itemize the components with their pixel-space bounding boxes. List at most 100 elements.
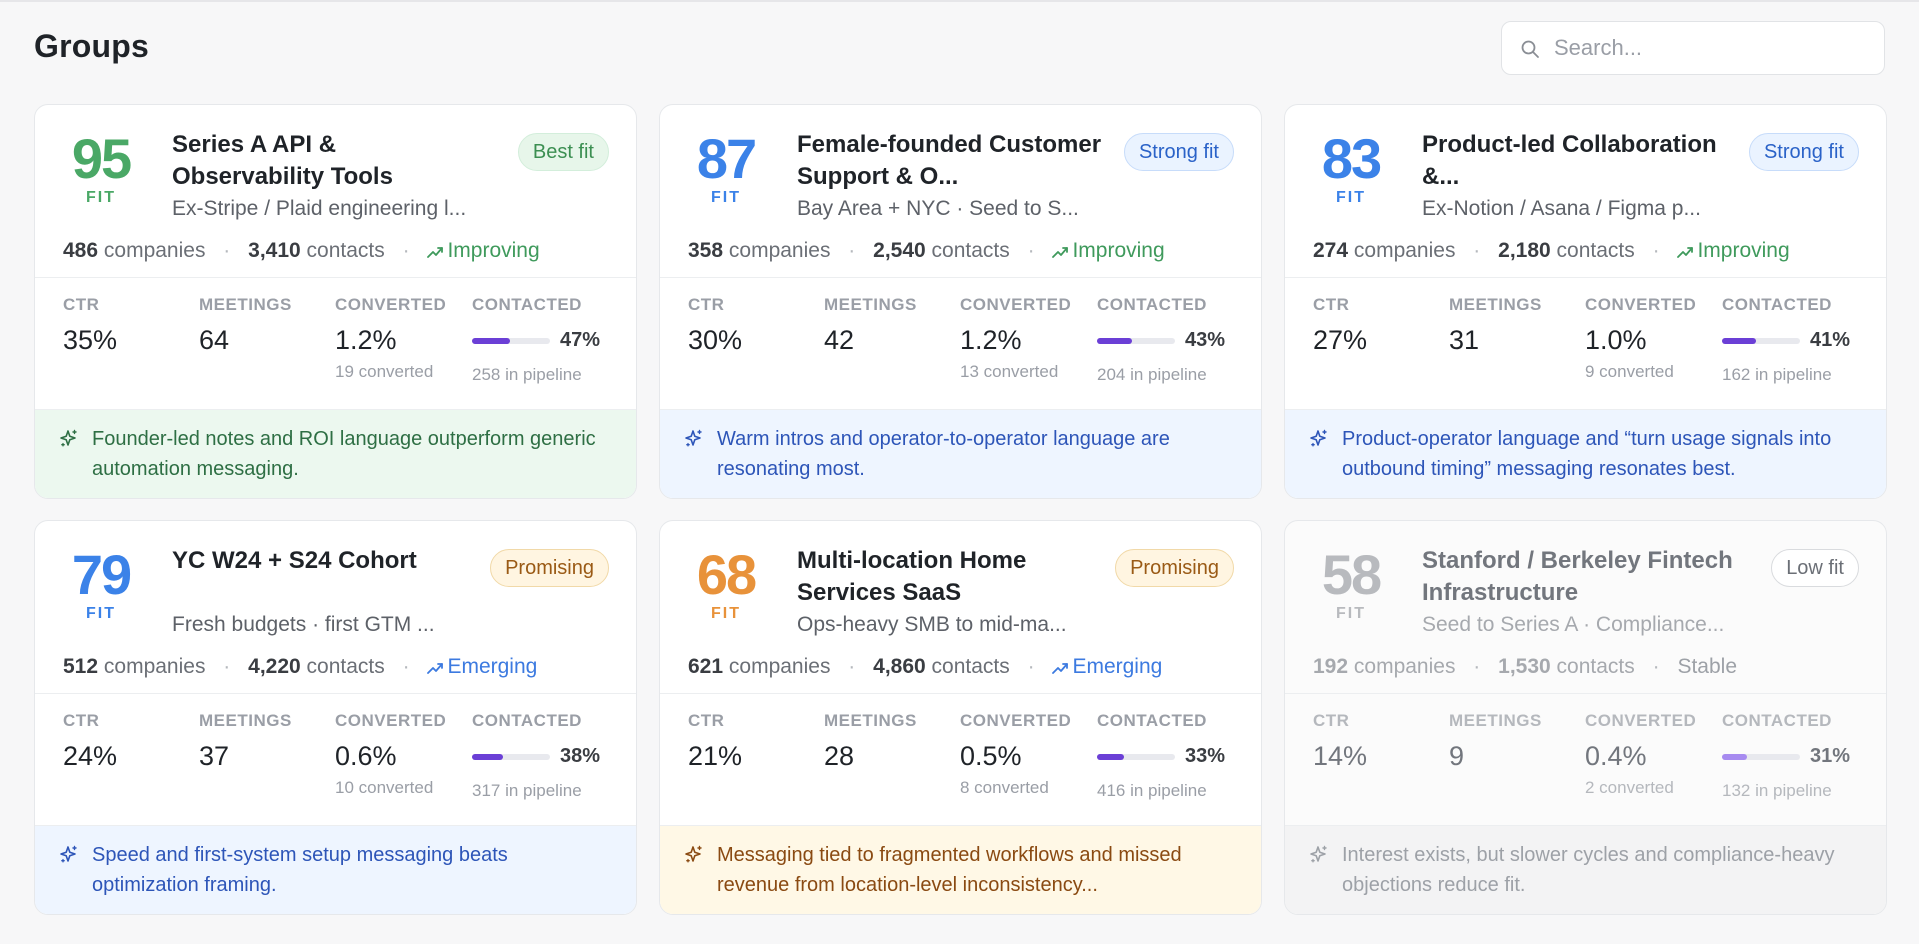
contacted-percent: 47%: [560, 329, 601, 351]
group-stats: 512 companies · 4,220 contacts · Emergin…: [63, 655, 537, 679]
contacts-count: 4,860: [873, 655, 926, 678]
fit-score-value: 68: [696, 543, 757, 606]
metric-contacted: CONTACTED 33% 416 in pipeline: [1097, 711, 1225, 801]
fit-badge: Strong fit: [1123, 133, 1234, 171]
ctr-value: 35%: [63, 325, 118, 355]
contacted-row: 33%: [1097, 745, 1225, 777]
group-card[interactable]: 58 FIT Stanford / Berkeley Fintech Infra…: [1284, 520, 1887, 915]
metric-label: CTR: [688, 295, 725, 314]
group-card[interactable]: 87 FIT Female-founded Customer Support &…: [659, 104, 1262, 499]
contacted-progress-fill: [1097, 337, 1133, 344]
group-subtitle: Bay Area + NYC · Seed to S...: [797, 197, 1079, 220]
separator-dot: ·: [1473, 655, 1481, 678]
meetings-value: 37: [199, 741, 230, 771]
trend-up-icon: [1052, 663, 1069, 674]
group-stats: 358 companies · 2,540 contacts · Improvi…: [688, 239, 1165, 263]
metric-converted: CONVERTED 1.2% 13 converted: [960, 295, 1071, 382]
group-card[interactable]: 95 FIT Series A API & Observability Tool…: [34, 104, 637, 499]
fit-score: 68 FIT: [682, 545, 770, 623]
insight-text: Speed and first-system setup messaging b…: [92, 844, 508, 896]
pipeline-note: 204 in pipeline: [1097, 365, 1207, 384]
sparkle-icon: [685, 429, 702, 447]
group-card[interactable]: 79 FIT YC W24 + S24 Cohort Fresh budgets…: [34, 520, 637, 915]
metric-label: CONTACTED: [1722, 295, 1832, 314]
separator-dot: ·: [1027, 655, 1035, 678]
group-card[interactable]: 83 FIT Product-led Collaboration &... Ex…: [1284, 104, 1887, 499]
metric-label: CONVERTED: [335, 711, 447, 730]
sparkle-icon: [685, 845, 702, 863]
group-stats: 274 companies · 2,180 contacts · Improvi…: [1313, 239, 1790, 263]
fit-score-value: 79: [71, 543, 132, 606]
search-box[interactable]: [1501, 21, 1885, 75]
group-name: Series A API & Observability Tools: [172, 131, 393, 190]
contacted-row: 43%: [1097, 329, 1225, 361]
contacted-percent: 38%: [560, 745, 601, 767]
trend-label: Stable: [1677, 655, 1737, 678]
insight-text: Warm intros and operator-to-operator lan…: [717, 428, 1170, 480]
metric-label: CONTACTED: [472, 711, 582, 730]
trend-status: Stable: [1677, 655, 1737, 678]
contacted-progress-bar: [1722, 337, 1800, 344]
group-subtitle: Ex-Notion / Asana / Figma p...: [1422, 197, 1701, 220]
metric-label: CTR: [63, 711, 100, 730]
insight-text: Messaging tied to fragmented workflows a…: [717, 844, 1182, 896]
group-subtitle: Seed to Series A · Compliance...: [1422, 613, 1725, 636]
group-name: Stanford / Berkeley Fintech Infrastructu…: [1422, 547, 1733, 606]
insight-text: Product-operator language and “turn usag…: [1342, 428, 1832, 480]
insight-panel: Product-operator language and “turn usag…: [1285, 409, 1886, 498]
fit-score: 83 FIT: [1307, 129, 1395, 207]
metric-converted: CONVERTED 0.4% 2 converted: [1585, 711, 1696, 798]
metric-label: CONVERTED: [1585, 295, 1697, 314]
contacted-row: 38%: [472, 745, 600, 777]
metric-ctr: CTR 35%: [63, 295, 117, 356]
contacted-percent: 43%: [1185, 329, 1226, 351]
card-divider: [660, 277, 1261, 278]
metric-contacted: CONTACTED 47% 258 in pipeline: [472, 295, 600, 385]
contacts-label: contacts: [1556, 239, 1635, 262]
metric-contacted: CONTACTED 41% 162 in pipeline: [1722, 295, 1850, 385]
metric-converted: CONVERTED 1.0% 9 converted: [1585, 295, 1696, 382]
group-name: Product-led Collaboration &...: [1422, 131, 1717, 190]
contacted-progress-bar: [1097, 753, 1175, 760]
contacts-count: 3,410: [248, 239, 301, 262]
companies-count: 512: [63, 655, 99, 678]
card-divider: [660, 693, 1261, 694]
fit-score: 58 FIT: [1307, 545, 1395, 623]
trend-label: Improving: [1697, 239, 1790, 262]
contacts-label: contacts: [306, 239, 385, 262]
separator-dot: ·: [402, 655, 410, 678]
pipeline-note: 416 in pipeline: [1097, 781, 1207, 800]
fit-score-label: FIT: [711, 189, 741, 206]
contacted-percent: 33%: [1185, 745, 1226, 767]
converted-note: 9 converted: [1585, 362, 1674, 381]
trend-label: Improving: [1072, 239, 1165, 262]
contacted-progress-fill: [1097, 753, 1125, 760]
contacted-progress-bar: [472, 337, 550, 344]
contacted-row: 41%: [1722, 329, 1850, 361]
ctr-value: 27%: [1313, 325, 1368, 355]
metric-label: CONTACTED: [472, 295, 582, 314]
metric-meetings: MEETINGS 42: [824, 295, 917, 356]
metric-contacted: CONTACTED 38% 317 in pipeline: [472, 711, 600, 801]
group-card[interactable]: 68 FIT Multi-location Home Services SaaS…: [659, 520, 1262, 915]
metric-converted: CONVERTED 0.6% 10 converted: [335, 711, 446, 798]
trend-label: Improving: [447, 239, 540, 262]
metric-label: CTR: [63, 295, 100, 314]
fit-badge: Low fit: [1771, 549, 1859, 587]
insight-text: Founder-led notes and ROI language outpe…: [92, 428, 596, 480]
separator-dot: ·: [402, 239, 410, 262]
pipeline-note: 317 in pipeline: [472, 781, 582, 800]
search-input[interactable]: [1554, 22, 1874, 74]
trend-up-icon: [427, 247, 444, 258]
ctr-value: 30%: [688, 325, 743, 355]
sparkle-icon: [1310, 429, 1327, 447]
fit-score-value: 95: [71, 127, 132, 190]
fit-score-label: FIT: [86, 605, 116, 622]
converted-note: 2 converted: [1585, 778, 1674, 797]
separator-dot: ·: [1027, 239, 1035, 262]
sparkle-icon: [60, 429, 77, 447]
group-subtitle: Ops-heavy SMB to mid-ma...: [797, 613, 1067, 636]
pipeline-note: 132 in pipeline: [1722, 781, 1832, 800]
metric-meetings: MEETINGS 37: [199, 711, 292, 772]
metric-label: MEETINGS: [824, 295, 917, 314]
